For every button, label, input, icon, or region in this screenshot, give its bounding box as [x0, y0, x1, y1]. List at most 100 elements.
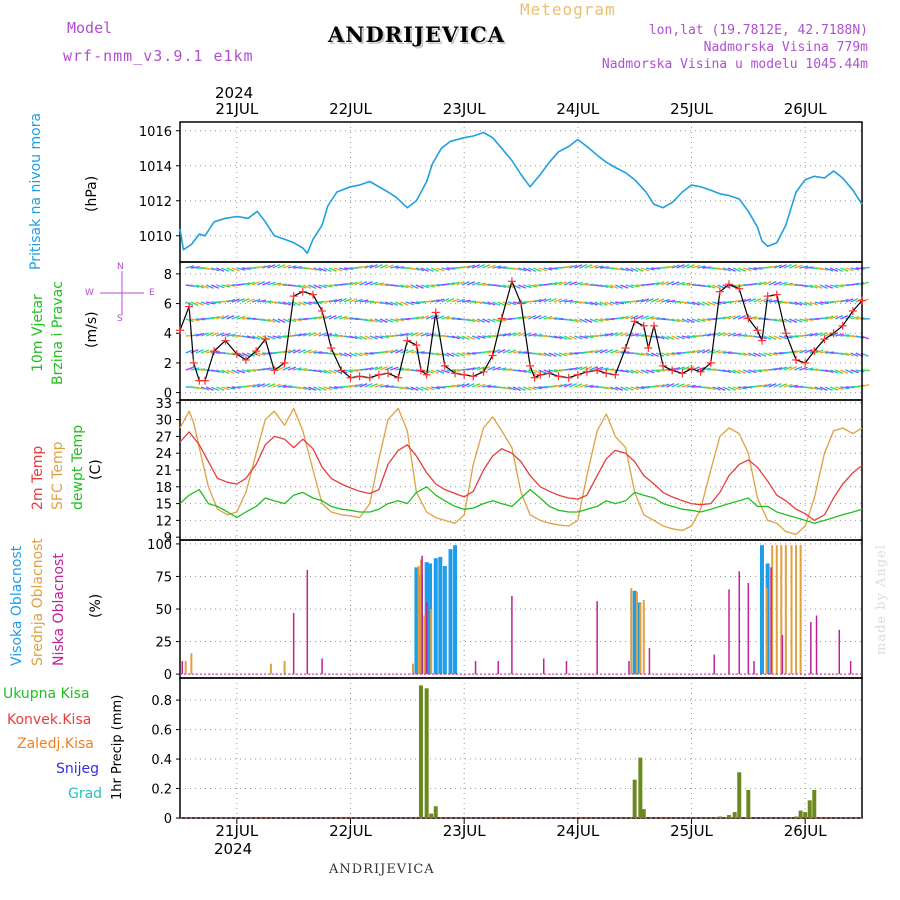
total_precip-bar [812, 790, 817, 818]
wind-barb [840, 386, 850, 390]
wind-barb [563, 383, 572, 388]
wind-barb [471, 318, 481, 323]
wind-barb [712, 284, 721, 289]
wind-barb [431, 386, 440, 390]
wind-barb [819, 350, 829, 354]
total_precip-bar [803, 812, 808, 818]
wind-barb [415, 386, 424, 392]
wind-barb [246, 335, 256, 340]
wind-barb [257, 352, 266, 356]
wind-barb [737, 352, 747, 356]
y-tick-label: 0.8 [151, 694, 172, 709]
low_cloud-bar [849, 661, 852, 675]
wind-barb [722, 386, 731, 391]
wind-barb [615, 386, 624, 391]
wind-barb [425, 386, 435, 391]
wind-barb [318, 284, 327, 289]
total_precip-bar [732, 812, 737, 818]
wind-barb [262, 382, 271, 388]
wind-barb [768, 265, 778, 269]
wind-barb [538, 315, 547, 320]
wind-barb [297, 332, 307, 337]
wind-barb [666, 299, 676, 303]
wind-barb [584, 365, 593, 371]
low_cloud-bar [738, 571, 740, 675]
wind-barb [384, 318, 394, 323]
wind-barb [804, 318, 814, 322]
wind-barb [313, 351, 323, 354]
wind-barb [205, 386, 214, 391]
wind-barb [558, 281, 567, 286]
wind-barb [298, 386, 307, 390]
mid_cloud-bar [642, 599, 645, 675]
wind-barb [584, 384, 594, 388]
wind-barb [456, 335, 465, 340]
wind-barb [205, 301, 215, 305]
wind-barb [533, 267, 542, 272]
wind-barb [727, 267, 736, 272]
high_cloud-bar [637, 602, 642, 675]
wind-barb [768, 383, 777, 388]
wind-barb [441, 298, 450, 303]
wind-barb [517, 267, 527, 272]
total_precip-bar [807, 800, 812, 818]
wind-barb [727, 315, 736, 320]
wind-barb [722, 351, 732, 354]
wind-barb [681, 282, 691, 286]
wind-barb [257, 383, 266, 388]
wind-barb [257, 280, 266, 286]
mid_cloud-bar [269, 663, 272, 675]
wind-barb [799, 301, 808, 306]
wind-barb [354, 281, 363, 286]
wind-barb [569, 281, 578, 286]
wind-barb [211, 315, 220, 320]
low_cloud-bar [648, 648, 651, 675]
wind-barb [834, 314, 844, 320]
wind-barb [292, 367, 302, 371]
wind-barb [584, 318, 593, 323]
wind-barb [221, 332, 230, 337]
wind-barb [528, 314, 537, 320]
wind-barb [717, 267, 727, 271]
bottom-year-label: 2024 [214, 840, 253, 858]
wind-barb [338, 298, 347, 303]
wind-barb [211, 369, 220, 373]
wind-barb [824, 369, 834, 374]
wind-barb [359, 265, 369, 269]
wind-barb [323, 369, 332, 374]
wind-barb [487, 318, 496, 323]
wind-barb [850, 369, 859, 374]
wind-barb [635, 369, 644, 375]
mid_cloud-bar [283, 661, 286, 675]
wind-barb [727, 369, 736, 374]
wind-barb [671, 281, 680, 286]
wind-barb [379, 384, 389, 388]
wind-barb [226, 315, 235, 320]
wind-barb [686, 301, 696, 306]
wind-barb [354, 298, 363, 303]
high_cloud-bar [765, 563, 770, 675]
wind-barb [313, 332, 322, 337]
low_cloud-bar [425, 602, 428, 675]
wind-barb [190, 318, 200, 322]
wind-barb [829, 369, 839, 374]
wind-barb [794, 318, 803, 323]
wind-barb [640, 298, 649, 303]
wind-barb [594, 318, 604, 323]
wind-barb [466, 318, 476, 323]
wind-barb [538, 386, 548, 389]
wind-barb [241, 369, 251, 373]
wind-barb [686, 335, 696, 338]
wind-barb [405, 349, 414, 354]
wind-barb [661, 281, 670, 286]
wind-barb [609, 332, 619, 337]
wind-barb [369, 318, 378, 323]
wind-barb [195, 386, 205, 390]
temp2m-line [179, 431, 863, 522]
wind-barb [671, 367, 681, 371]
wind-barb [809, 301, 818, 306]
wind-barb [436, 267, 445, 272]
wind-barb [630, 386, 640, 391]
wind-barb [518, 351, 528, 354]
wind-barb [251, 281, 261, 286]
